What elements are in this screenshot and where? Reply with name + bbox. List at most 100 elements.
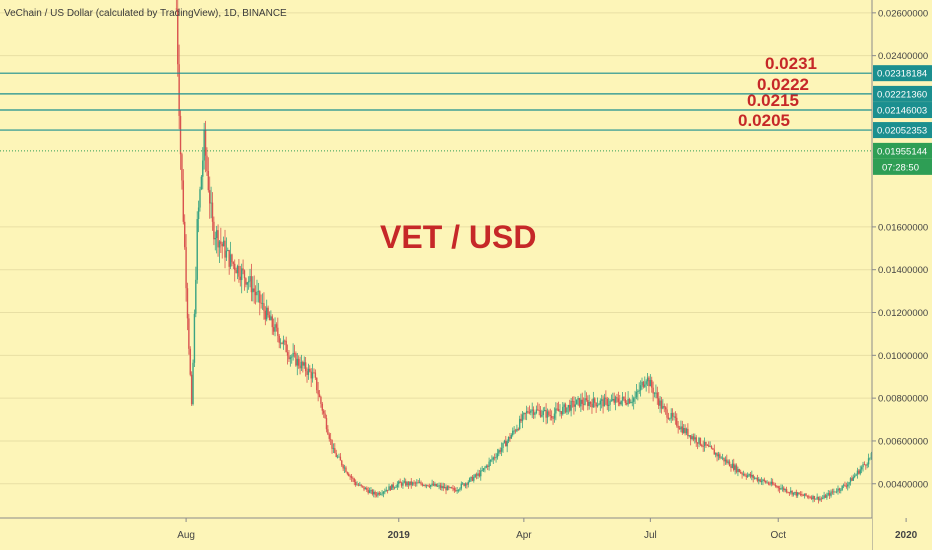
candle-body — [787, 492, 789, 493]
candle-body — [781, 487, 784, 489]
candle-body — [410, 481, 412, 485]
candle-body — [492, 457, 494, 460]
candle-body — [505, 440, 507, 447]
candle-body — [870, 453, 873, 458]
candle-body — [303, 362, 305, 366]
y-tick-label: 0.02600000 — [878, 8, 928, 19]
candle-body — [635, 392, 638, 398]
candle-body — [335, 453, 337, 457]
candle-body — [178, 64, 180, 116]
candle-body — [769, 483, 771, 485]
candle-body — [420, 482, 422, 484]
candle-body — [378, 492, 380, 495]
candle-body — [860, 467, 863, 470]
candle-body — [855, 474, 857, 476]
candle-body — [734, 465, 736, 470]
candle-body — [456, 490, 458, 492]
candle-body — [628, 399, 631, 404]
candle-body — [683, 428, 685, 433]
candle-body — [710, 446, 713, 449]
candle-body — [646, 377, 649, 382]
candle-body — [196, 218, 198, 280]
x-tick-label: Aug — [177, 530, 195, 541]
candle-body — [268, 315, 271, 321]
candle-body — [742, 474, 745, 475]
candle-body — [371, 490, 374, 495]
candle-body — [249, 276, 251, 282]
candle-body — [209, 190, 211, 204]
candle-body — [612, 398, 614, 401]
candle-body — [231, 254, 233, 263]
candle-body — [375, 494, 378, 496]
target-label: 0.0231 — [765, 54, 817, 73]
candle-body — [598, 404, 600, 406]
candle-body — [425, 484, 428, 486]
x-tick-label: 2019 — [388, 530, 411, 541]
candle-body — [310, 371, 312, 379]
candle-body — [250, 276, 253, 293]
y-tick-label: 0.00600000 — [878, 436, 928, 447]
candle-body — [840, 489, 842, 491]
candle-body — [438, 485, 440, 487]
candle-body — [325, 418, 328, 430]
candle-body — [439, 485, 442, 488]
candle-body — [254, 291, 257, 296]
candle-body — [849, 478, 852, 483]
candle-body — [792, 492, 795, 495]
y-tick-label: 0.02400000 — [878, 51, 928, 62]
candle-body — [349, 475, 351, 477]
candle-body — [242, 268, 244, 271]
candle-body — [311, 372, 314, 379]
candle-body — [225, 250, 228, 258]
level-price-tag-label: 0.02146003 — [877, 106, 927, 117]
candle-body — [523, 413, 525, 415]
candle-body — [182, 180, 185, 222]
candle-body — [341, 460, 343, 466]
candle-body — [655, 392, 657, 394]
candle-body — [221, 243, 223, 247]
candle-body — [491, 459, 493, 461]
candle-body — [616, 397, 618, 399]
candle-body — [202, 160, 204, 177]
candle-body — [842, 484, 845, 486]
candle-body — [741, 472, 743, 475]
candle-body — [496, 453, 499, 458]
candle-body — [514, 430, 517, 432]
candle-body — [534, 412, 536, 415]
candle-body — [805, 493, 807, 496]
candle-body — [671, 412, 674, 417]
candle-body — [613, 398, 615, 403]
candle-body — [845, 485, 848, 487]
candle-body — [274, 324, 276, 332]
candle-body — [329, 438, 332, 440]
candle-body — [564, 404, 567, 413]
candle-body — [338, 456, 340, 458]
candle-body — [822, 497, 824, 499]
candle-body — [192, 362, 194, 405]
candle-body — [767, 482, 770, 484]
candle-body — [488, 461, 490, 467]
candle-body — [538, 410, 540, 411]
candle-body — [291, 356, 293, 358]
candle-body — [827, 493, 829, 495]
candle-body — [457, 489, 460, 491]
candle-body — [373, 491, 375, 495]
candle-body — [706, 445, 709, 446]
candle-body — [645, 381, 647, 385]
candle-body — [847, 484, 849, 487]
candle-body — [482, 468, 485, 471]
candle-body — [813, 495, 816, 500]
candle-body — [314, 372, 317, 378]
candle-body — [477, 473, 479, 476]
candle-body — [370, 490, 372, 491]
candle-body — [295, 353, 297, 366]
candle-body — [678, 427, 681, 430]
time-axis[interactable] — [0, 518, 872, 550]
candle-body — [753, 477, 756, 479]
candle-body — [809, 497, 811, 499]
candle-body — [235, 270, 237, 274]
candle-body — [478, 473, 481, 477]
candle-body — [771, 481, 774, 485]
candle-body — [694, 437, 696, 440]
